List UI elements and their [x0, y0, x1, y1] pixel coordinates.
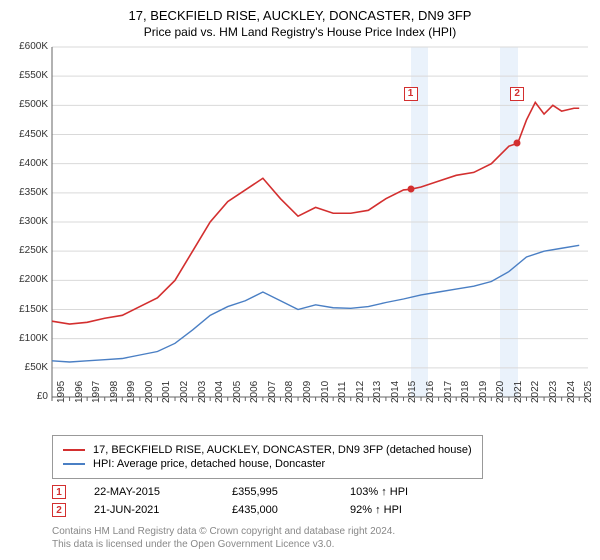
x-tick-label: 2000 — [144, 381, 155, 403]
transaction-dot — [514, 140, 521, 147]
transaction-row: 2 21-JUN-2021 £435,000 92% ↑ HPI — [52, 503, 592, 517]
attribution-line: Contains HM Land Registry data © Crown c… — [52, 525, 592, 538]
y-tick-label: £0 — [8, 391, 48, 402]
x-tick-label: 2013 — [372, 381, 383, 403]
x-tick-label: 2015 — [407, 381, 418, 403]
y-tick-label: £350K — [8, 187, 48, 198]
x-tick-label: 2020 — [495, 381, 506, 403]
transaction-delta: 103% ↑ HPI — [350, 486, 408, 498]
y-tick-label: £200K — [8, 274, 48, 285]
x-tick-label: 2025 — [583, 381, 594, 403]
y-tick-label: £100K — [8, 333, 48, 344]
chart-subtitle: Price paid vs. HM Land Registry's House … — [8, 25, 592, 39]
transaction-index-marker: 2 — [52, 503, 66, 517]
y-tick-label: £400K — [8, 158, 48, 169]
y-tick-label: £250K — [8, 245, 48, 256]
x-tick-label: 2018 — [460, 381, 471, 403]
y-tick-label: £600K — [8, 41, 48, 52]
legend-label: 17, BECKFIELD RISE, AUCKLEY, DONCASTER, … — [93, 444, 472, 456]
legend-label: HPI: Average price, detached house, Donc… — [93, 458, 325, 470]
legend-item: 17, BECKFIELD RISE, AUCKLEY, DONCASTER, … — [63, 444, 472, 456]
chart-title: 17, BECKFIELD RISE, AUCKLEY, DONCASTER, … — [8, 8, 592, 23]
transaction-row: 1 22-MAY-2015 £355,995 103% ↑ HPI — [52, 485, 592, 499]
y-tick-label: £550K — [8, 70, 48, 81]
legend: 17, BECKFIELD RISE, AUCKLEY, DONCASTER, … — [52, 435, 483, 479]
x-tick-label: 2016 — [425, 381, 436, 403]
y-tick-label: £450K — [8, 129, 48, 140]
chart-area: 12 £0£50K£100K£150K£200K£250K£300K£350K£… — [8, 47, 592, 427]
x-tick-label: 2002 — [179, 381, 190, 403]
x-tick-label: 2009 — [302, 381, 313, 403]
legend-item: HPI: Average price, detached house, Donc… — [63, 458, 472, 470]
x-tick-label: 2006 — [249, 381, 260, 403]
transaction-price: £355,995 — [232, 486, 322, 498]
x-tick-label: 2003 — [197, 381, 208, 403]
x-tick-label: 1996 — [74, 381, 85, 403]
x-tick-label: 2017 — [443, 381, 454, 403]
transaction-index-marker: 1 — [52, 485, 66, 499]
x-tick-label: 1995 — [56, 381, 67, 403]
x-tick-label: 2012 — [355, 381, 366, 403]
x-tick-label: 1998 — [109, 381, 120, 403]
x-tick-label: 2005 — [232, 381, 243, 403]
y-tick-label: £300K — [8, 216, 48, 227]
x-tick-label: 2019 — [478, 381, 489, 403]
attribution: Contains HM Land Registry data © Crown c… — [52, 525, 592, 551]
transaction-delta: 92% ↑ HPI — [350, 504, 402, 516]
x-tick-label: 2010 — [320, 381, 331, 403]
transaction-dot — [407, 186, 414, 193]
legend-swatch — [63, 449, 85, 451]
x-tick-label: 2021 — [513, 381, 524, 403]
transaction-marker-label: 1 — [404, 87, 418, 101]
y-tick-label: £500K — [8, 99, 48, 110]
x-tick-label: 2014 — [390, 381, 401, 403]
x-tick-label: 2024 — [566, 381, 577, 403]
legend-swatch — [63, 463, 85, 465]
transaction-marker-label: 2 — [510, 87, 524, 101]
y-tick-label: £150K — [8, 304, 48, 315]
series-hpi — [52, 245, 579, 362]
x-tick-label: 2007 — [267, 381, 278, 403]
x-tick-label: 2004 — [214, 381, 225, 403]
x-tick-label: 2023 — [548, 381, 559, 403]
x-tick-label: 2008 — [284, 381, 295, 403]
x-tick-label: 2011 — [337, 381, 348, 403]
x-tick-label: 1999 — [126, 381, 137, 403]
transaction-date: 21-JUN-2021 — [94, 504, 204, 516]
x-tick-label: 1997 — [91, 381, 102, 403]
transaction-date: 22-MAY-2015 — [94, 486, 204, 498]
x-tick-label: 2001 — [161, 381, 172, 403]
series-property — [52, 102, 579, 324]
transaction-price: £435,000 — [232, 504, 322, 516]
y-tick-label: £50K — [8, 362, 48, 373]
x-tick-label: 2022 — [530, 381, 541, 403]
attribution-line: This data is licensed under the Open Gov… — [52, 538, 592, 551]
plot-region: 12 — [52, 47, 588, 397]
